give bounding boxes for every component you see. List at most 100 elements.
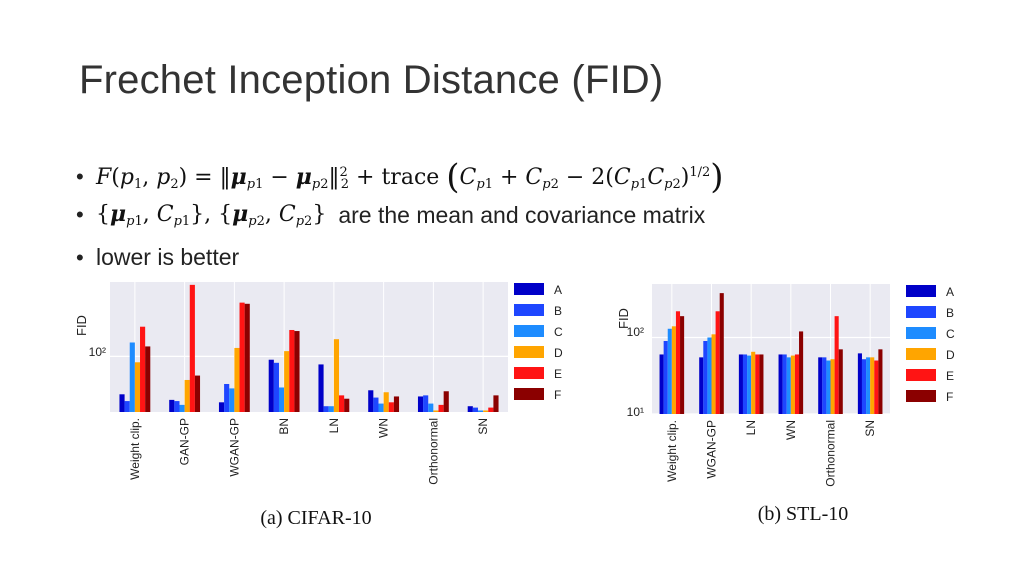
bar-A-weight-clip-: [659, 354, 664, 414]
bar-C-weight-clip-: [129, 342, 135, 412]
bar-D-sn: [870, 357, 875, 414]
bar-E-ln: [339, 395, 345, 412]
legend-label-B: B: [554, 304, 562, 318]
bar-E-weight-clip-: [675, 311, 681, 414]
bar-C-sn: [477, 410, 484, 412]
bar-A-sn: [857, 353, 862, 414]
legend-swatch-F: [906, 390, 936, 402]
legend-label-D: D: [554, 346, 563, 360]
legend-label-D: D: [946, 348, 955, 362]
legend-label-C: C: [946, 327, 955, 341]
x-tick-label: Weight clip.: [128, 418, 142, 480]
bar-D-sn: [483, 410, 489, 412]
bar-E-sn: [874, 360, 879, 414]
y-tick-label: 10²: [89, 345, 106, 359]
bar-C-orthonormal: [428, 403, 434, 412]
bar-C-weight-clip-: [667, 328, 672, 414]
bar-A-wn: [368, 390, 374, 412]
bar-B-orthonormal: [822, 357, 827, 414]
bar-D-gan-gp: [184, 379, 190, 412]
bar-A-bn: [268, 359, 274, 412]
bar-F-orthonormal: [443, 391, 449, 412]
bar-E-wn: [388, 402, 394, 412]
bar-D-ln: [751, 351, 756, 414]
x-tick-label: WGAN-GP: [227, 418, 241, 477]
bar-A-sn: [467, 406, 473, 412]
legend-swatch-A: [514, 283, 544, 295]
bar-C-orthonormal: [826, 360, 831, 414]
bar-A-wgan-gp: [699, 357, 704, 414]
bar-B-weight-clip-: [124, 401, 130, 412]
bullet-dot: •: [76, 202, 84, 227]
bar-A-ln: [738, 354, 743, 414]
bar-E-wn: [794, 354, 800, 414]
bar-C-wn: [786, 357, 791, 414]
bar-F-wn: [799, 331, 804, 414]
bar-F-wgan-gp: [719, 293, 724, 414]
legend-swatch-D: [514, 346, 544, 358]
chart-cifar10-svg: FID 10² (a) CIFAR-10 Weight clip. GAN-GP W…: [74, 282, 563, 529]
bar-C-gan-gp: [179, 404, 185, 412]
bar-B-weight-clip-: [663, 340, 668, 414]
bar-F-ln: [759, 354, 764, 414]
x-tick-label: Weight clip.: [665, 420, 679, 482]
bar-D-wn: [790, 355, 795, 414]
bar-E-ln: [755, 354, 760, 414]
bar-B-wn: [782, 354, 787, 414]
y-axis-label: FID: [616, 308, 631, 329]
bar-F-wgan-gp: [244, 303, 250, 412]
bar-B-sn: [472, 407, 478, 412]
legend-swatch-E: [906, 369, 936, 381]
legend-label-E: E: [946, 369, 954, 383]
bullet-dot: •: [76, 244, 84, 270]
bullet-dot: •: [76, 164, 84, 189]
bar-A-orthonormal: [818, 357, 823, 414]
bar-D-bn: [284, 351, 290, 412]
bar-F-sn: [878, 349, 883, 414]
legend-swatch-F: [514, 388, 544, 400]
legend-label-B: B: [946, 306, 954, 320]
bar-E-orthonormal: [834, 316, 839, 414]
legend-label-E: E: [554, 367, 562, 381]
x-tick-label: WN: [377, 418, 391, 438]
bar-C-ln: [328, 406, 334, 412]
bar-D-wn: [383, 392, 389, 412]
bar-C-bn: [278, 387, 285, 412]
bar-B-ln: [742, 354, 748, 414]
x-tick-label: Orthonormal: [824, 420, 838, 487]
bar-F-wn: [393, 396, 400, 412]
plot-area: [652, 284, 890, 414]
legend-label-A: A: [946, 285, 954, 299]
legend-swatch-E: [514, 367, 544, 379]
y-tick-label: 10²: [627, 325, 644, 339]
x-tick-label: GAN-GP: [178, 418, 192, 465]
bar-F-gan-gp: [194, 375, 201, 412]
bullet-mean-cov: • {μp1, Cp1}, {μp2, Cp2} are the mean an…: [76, 201, 705, 229]
x-tick-label: SN: [476, 418, 490, 435]
x-tick-label: LN: [327, 418, 341, 433]
bullet-fid-formula: • F(p1, p2) = ‖μp1 − μp2‖22 + trace (Cp1…: [76, 157, 724, 197]
legend-swatch-D: [906, 348, 936, 360]
bar-A-wn: [778, 354, 783, 414]
bar-F-bn: [294, 331, 300, 412]
legend-label-A: A: [554, 283, 562, 297]
bar-E-weight-clip-: [140, 326, 146, 412]
chart-caption: (b) STL-10: [758, 503, 849, 525]
chart-stl10: FID 10¹ 10² (b) STL-10 Weight clip. WGAN-…: [600, 276, 1010, 541]
legend-swatch-C: [906, 327, 936, 339]
bar-F-orthonormal: [838, 349, 843, 414]
x-tick-label: SN: [863, 420, 877, 437]
bar-C-ln: [747, 355, 752, 414]
bar-E-wgan-gp: [715, 311, 720, 414]
bar-B-sn: [861, 359, 867, 414]
bar-B-wn: [373, 397, 379, 412]
bar-F-weight-clip-: [680, 316, 685, 414]
bar-B-gan-gp: [174, 401, 180, 412]
bar-A-gan-gp: [169, 399, 175, 412]
x-tick-label: WGAN-GP: [705, 420, 719, 479]
bullet-lower-better: • lower is better: [76, 244, 239, 271]
legend-swatch-A: [906, 285, 936, 297]
bar-E-bn: [289, 329, 295, 412]
bar-C-wgan-gp: [229, 388, 235, 412]
bar-D-wgan-gp: [234, 347, 240, 412]
